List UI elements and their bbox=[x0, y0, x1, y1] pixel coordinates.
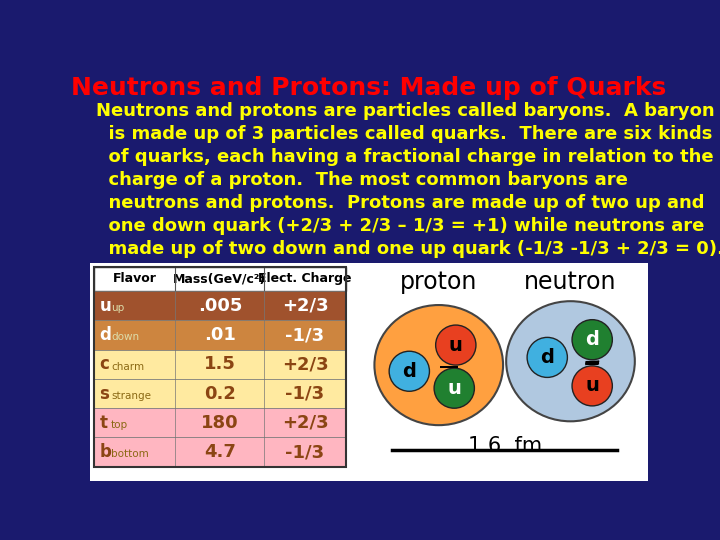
Text: 0.2: 0.2 bbox=[204, 384, 235, 403]
Circle shape bbox=[572, 320, 612, 360]
Text: u: u bbox=[585, 376, 599, 395]
Text: Elect. Charge: Elect. Charge bbox=[258, 272, 352, 285]
Text: Neutrons and protons are particles called baryons.  A baryon: Neutrons and protons are particles calle… bbox=[96, 102, 715, 120]
Text: +2/3: +2/3 bbox=[282, 414, 328, 432]
Bar bbox=[94, 291, 346, 320]
Text: d: d bbox=[99, 326, 111, 344]
Text: one down quark (+2/3 + 2/3 – 1/3 = +1) while neutrons are: one down quark (+2/3 + 2/3 – 1/3 = +1) w… bbox=[96, 217, 705, 235]
Text: d: d bbox=[585, 330, 599, 349]
Bar bbox=[94, 408, 346, 437]
Text: down: down bbox=[111, 333, 139, 342]
Bar bbox=[94, 320, 346, 350]
Text: -1/3: -1/3 bbox=[286, 443, 325, 461]
Text: d: d bbox=[540, 348, 554, 367]
Circle shape bbox=[527, 338, 567, 377]
Text: neutrons and protons.  Protons are made up of two up and: neutrons and protons. Protons are made u… bbox=[96, 194, 705, 212]
Text: 1.6  fm: 1.6 fm bbox=[467, 436, 541, 456]
Text: d: d bbox=[402, 362, 416, 381]
Text: b: b bbox=[99, 443, 111, 461]
Text: 180: 180 bbox=[201, 414, 238, 432]
Text: s: s bbox=[99, 384, 109, 403]
Text: .01: .01 bbox=[204, 326, 235, 344]
Text: is made up of 3 particles called quarks.  There are six kinds: is made up of 3 particles called quarks.… bbox=[96, 125, 713, 143]
Text: u: u bbox=[449, 335, 463, 355]
Bar bbox=[94, 437, 346, 467]
Text: -1/3: -1/3 bbox=[286, 326, 325, 344]
Text: charge of a proton.  The most common baryons are: charge of a proton. The most common bary… bbox=[96, 171, 628, 189]
Bar bbox=[90, 264, 648, 481]
Circle shape bbox=[436, 325, 476, 365]
Text: neutron: neutron bbox=[524, 269, 617, 294]
Text: Neutrons and Protons: Made up of Quarks: Neutrons and Protons: Made up of Quarks bbox=[71, 76, 667, 100]
Bar bbox=[94, 350, 346, 379]
Text: -1/3: -1/3 bbox=[286, 384, 325, 403]
Text: u: u bbox=[447, 379, 462, 397]
Circle shape bbox=[572, 366, 612, 406]
Text: top: top bbox=[111, 420, 128, 430]
Text: u: u bbox=[99, 297, 111, 315]
Circle shape bbox=[389, 351, 429, 392]
Text: charm: charm bbox=[111, 362, 144, 372]
Ellipse shape bbox=[506, 301, 635, 421]
Bar bbox=[94, 267, 346, 467]
Text: t: t bbox=[99, 414, 107, 432]
Text: proton: proton bbox=[400, 269, 477, 294]
Text: +2/3: +2/3 bbox=[282, 355, 328, 373]
Text: bottom: bottom bbox=[111, 449, 148, 460]
Ellipse shape bbox=[374, 305, 503, 425]
Text: 1.5: 1.5 bbox=[204, 355, 235, 373]
Text: 4.7: 4.7 bbox=[204, 443, 235, 461]
Text: c: c bbox=[99, 355, 109, 373]
Text: made up of two down and one up quark (-1/3 -1/3 + 2/3 = 0).: made up of two down and one up quark (-1… bbox=[96, 240, 720, 258]
Text: +2/3: +2/3 bbox=[282, 297, 328, 315]
Text: Flavor: Flavor bbox=[112, 272, 156, 285]
Text: up: up bbox=[111, 303, 124, 313]
Text: of quarks, each having a fractional charge in relation to the: of quarks, each having a fractional char… bbox=[96, 148, 714, 166]
Circle shape bbox=[434, 368, 474, 408]
Text: strange: strange bbox=[111, 391, 151, 401]
Bar bbox=[94, 267, 346, 291]
Text: .005: .005 bbox=[197, 297, 242, 315]
Text: Mass(GeV/c²): Mass(GeV/c²) bbox=[174, 272, 266, 285]
Bar bbox=[94, 379, 346, 408]
